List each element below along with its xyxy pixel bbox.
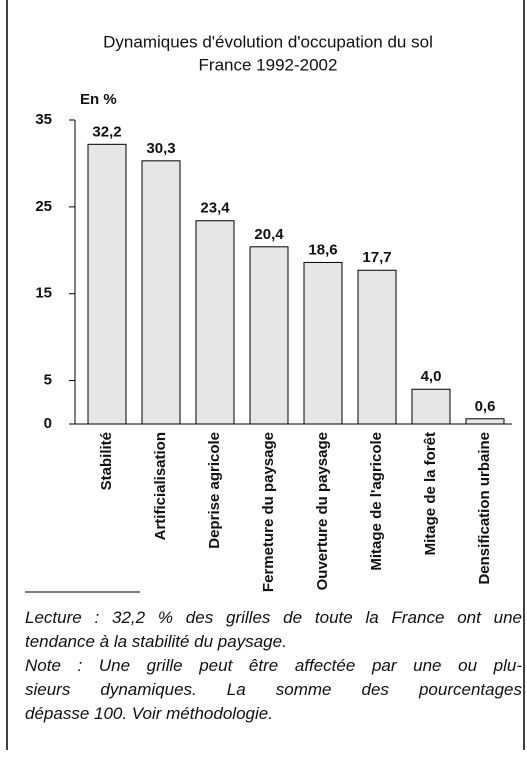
- bar: [303, 261, 343, 425]
- x-tick-label: Mitage de la forêt: [422, 432, 439, 555]
- x-tick-label: Artificialisation: [152, 432, 169, 540]
- bar: [195, 220, 235, 425]
- value-label: 17,7: [362, 249, 391, 266]
- notes: Lecture : 32,2 % des grilles de toute la…: [25, 606, 522, 726]
- x-tick-label: Ouverture du paysage: [314, 432, 331, 590]
- y-tick-label: 15: [35, 285, 52, 302]
- x-tick-label: Deprise agricole: [206, 432, 223, 549]
- value-label: 18,6: [308, 241, 337, 258]
- value-label: 32,2: [92, 123, 121, 140]
- note-line: Lecture : 32,2 % des grilles de toute la…: [25, 608, 522, 627]
- y-axis-label: En %: [80, 91, 117, 108]
- note-line: Note : Une grille peut être affectée par…: [25, 656, 522, 675]
- x-tick-label: Mitage de l'agricole: [368, 432, 385, 571]
- bar: [465, 418, 505, 425]
- x-tick-label: Stabilité: [98, 432, 115, 490]
- value-label: 30,3: [146, 140, 175, 157]
- value-label: 4,0: [421, 368, 442, 385]
- value-label: 23,4: [200, 200, 230, 217]
- bar: [249, 246, 289, 425]
- x-tick-label: Fermeture du paysage: [260, 432, 277, 592]
- note-line: sieurs dynamiques. La somme des pourcent…: [25, 680, 522, 699]
- bar: [87, 143, 127, 425]
- bar: [411, 388, 451, 425]
- chart-subtitle: France 1992-2002: [199, 55, 338, 74]
- bar: [357, 269, 397, 425]
- x-tick-label: Densification urbaine: [476, 432, 493, 585]
- y-tick-label: 5: [44, 372, 52, 389]
- note-line: dépasse 100. Voir méthodologie.: [25, 704, 273, 723]
- y-tick-label: 25: [35, 198, 52, 215]
- bar: [141, 160, 181, 425]
- note-line: tendance à la stabilité du paysage.: [25, 632, 287, 651]
- value-label: 0,6: [475, 398, 496, 415]
- value-label: 20,4: [254, 226, 284, 243]
- y-tick-label: 0: [44, 415, 52, 432]
- y-tick-label: 35: [35, 111, 52, 128]
- chart-title: Dynamiques d'évolution d'occupation du s…: [103, 32, 433, 51]
